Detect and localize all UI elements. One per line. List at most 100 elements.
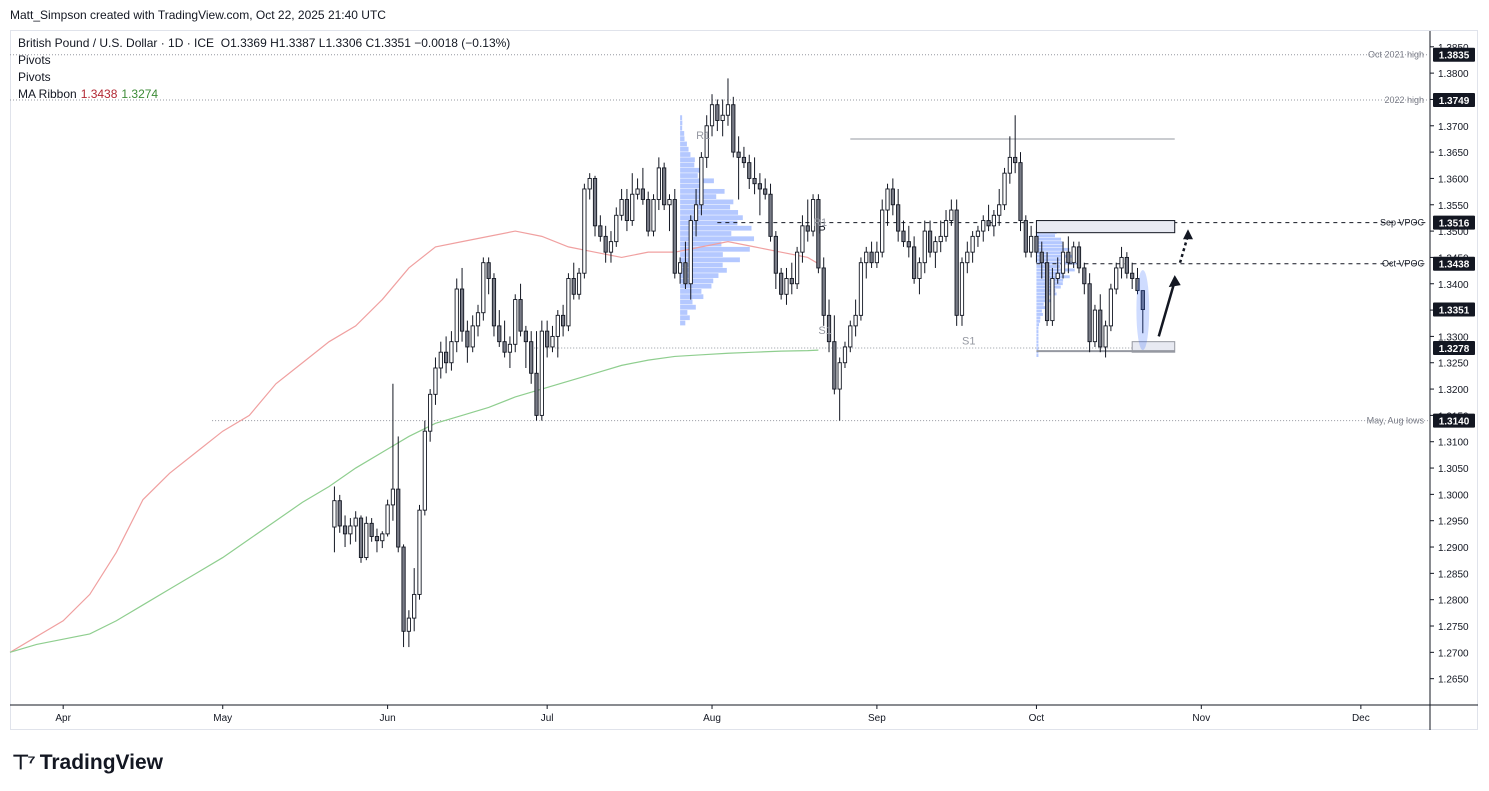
candle-body: [337, 500, 342, 527]
legend-pivots-2[interactable]: Pivots: [18, 70, 51, 84]
price-tag-text: 1.3351: [1439, 306, 1470, 317]
volume-profile-bar: [1036, 251, 1064, 255]
candle-body: [784, 278, 789, 295]
x-tick-label: Jun: [380, 713, 396, 724]
highlight-ellipse: [1136, 270, 1150, 351]
pivot-label: P: [818, 225, 825, 237]
volume-profile-bar: [1036, 306, 1047, 310]
candle-body: [1013, 156, 1018, 164]
candle-body: [1092, 309, 1098, 343]
sep-vpoc-zone: [1035, 220, 1176, 234]
price-tag-text: 1.3438: [1439, 260, 1470, 271]
volume-profile-bar: [1036, 323, 1040, 327]
candle-body: [741, 156, 747, 164]
candle-body: [396, 488, 401, 548]
candle-body: [981, 220, 986, 232]
ma-slow-line: [9, 349, 819, 653]
x-tick-label: Aug: [703, 713, 721, 724]
volume-profile-bar: [680, 125, 683, 131]
volume-profile-bar: [1036, 309, 1042, 313]
legend-ohlc: O1.3369 H1.3387 L1.3306 C1.3351 −0.0018 …: [220, 36, 511, 50]
volume-profile-bar: [680, 278, 714, 284]
price-tag-text: 1.3278: [1439, 344, 1470, 355]
candle-body: [874, 251, 879, 264]
support-zone: [1131, 341, 1176, 353]
candles: [332, 78, 1145, 648]
volume-profile-bar: [680, 146, 689, 152]
candle-body: [401, 546, 406, 632]
volume-profile-bar: [680, 141, 687, 147]
tradingview-logo[interactable]: ⊤⁷ TradingView: [12, 750, 163, 775]
pivot-label: S1: [818, 325, 831, 337]
candle-body: [869, 251, 874, 264]
candle-body: [832, 341, 837, 390]
candle-body: [412, 593, 417, 619]
candle-body: [970, 235, 975, 253]
candle-body: [630, 193, 635, 222]
y-tick-label: 1.3600: [1438, 174, 1469, 185]
candle-body: [858, 262, 864, 316]
candle-body: [805, 225, 810, 232]
candle-body: [864, 251, 869, 264]
candle-body: [954, 209, 959, 316]
y-tick-label: 1.3400: [1438, 280, 1469, 291]
candle-body: [619, 199, 624, 216]
pivot-label: R1: [813, 217, 827, 229]
candle-body: [656, 167, 661, 200]
y-tick-label: 1.2700: [1438, 648, 1469, 659]
volume-profile-bar: [680, 173, 698, 178]
candle-body: [364, 522, 369, 559]
candle-body: [816, 199, 821, 269]
candle-body: [587, 177, 592, 190]
legend-pivots-1[interactable]: Pivots: [18, 53, 51, 67]
volume-profile-bar: [680, 320, 686, 326]
volume-profile-bar: [1036, 354, 1039, 357]
candle-body: [651, 199, 656, 232]
candle-body: [1066, 251, 1071, 264]
candle-body: [1007, 156, 1012, 174]
volume-profile-bar: [680, 162, 695, 168]
candle-body: [433, 367, 438, 395]
candle-body: [997, 204, 1002, 216]
volume-profile-bar: [1036, 258, 1061, 262]
candle-body: [699, 156, 704, 206]
price-tag-bg: [1433, 92, 1475, 107]
price-tag-bg: [1433, 215, 1475, 230]
candle-body: [768, 193, 773, 237]
candle-body: [513, 299, 518, 345]
volume-profile-bar: [1036, 268, 1075, 272]
volume-profile-bar: [680, 236, 755, 242]
candle-body: [1087, 283, 1092, 343]
candle-body: [1055, 272, 1060, 279]
candle-body: [374, 536, 380, 542]
volume-profile-bar: [1036, 278, 1064, 282]
candle-body: [1108, 288, 1113, 327]
volume-profile-bar: [680, 231, 732, 236]
legend-ma-ribbon[interactable]: MA Ribbon 1.3438 1.3274: [18, 86, 510, 103]
candle-body: [380, 533, 385, 542]
candle-body: [731, 104, 736, 153]
bullish-arrow-line: [1157, 280, 1176, 337]
candle-body: [933, 241, 938, 253]
level-label: May, Aug lows: [1367, 416, 1425, 426]
candle-body: [959, 262, 965, 316]
candle-body: [534, 372, 539, 416]
candle-body: [678, 262, 683, 274]
volume-profile-bar: [1036, 295, 1049, 299]
candle-body: [582, 188, 587, 274]
candle-body: [1124, 256, 1129, 274]
price-tag-text: 1.3516: [1439, 219, 1470, 230]
volume-profile-bar: [1036, 237, 1062, 241]
candle-body: [646, 199, 651, 232]
candle-body: [491, 278, 497, 327]
candle-body: [986, 220, 991, 227]
volume-profile-bar: [680, 257, 740, 263]
candle-body: [603, 235, 608, 253]
volume-profile-bar: [1036, 316, 1041, 320]
candle-body: [592, 177, 598, 227]
price-tag-text: 1.3749: [1439, 96, 1470, 107]
x-tick-label: May: [213, 713, 232, 724]
price-tag-bg: [1433, 256, 1475, 271]
legend-symbol-row[interactable]: British Pound / U.S. Dollar · 1D · ICE O…: [18, 35, 510, 52]
